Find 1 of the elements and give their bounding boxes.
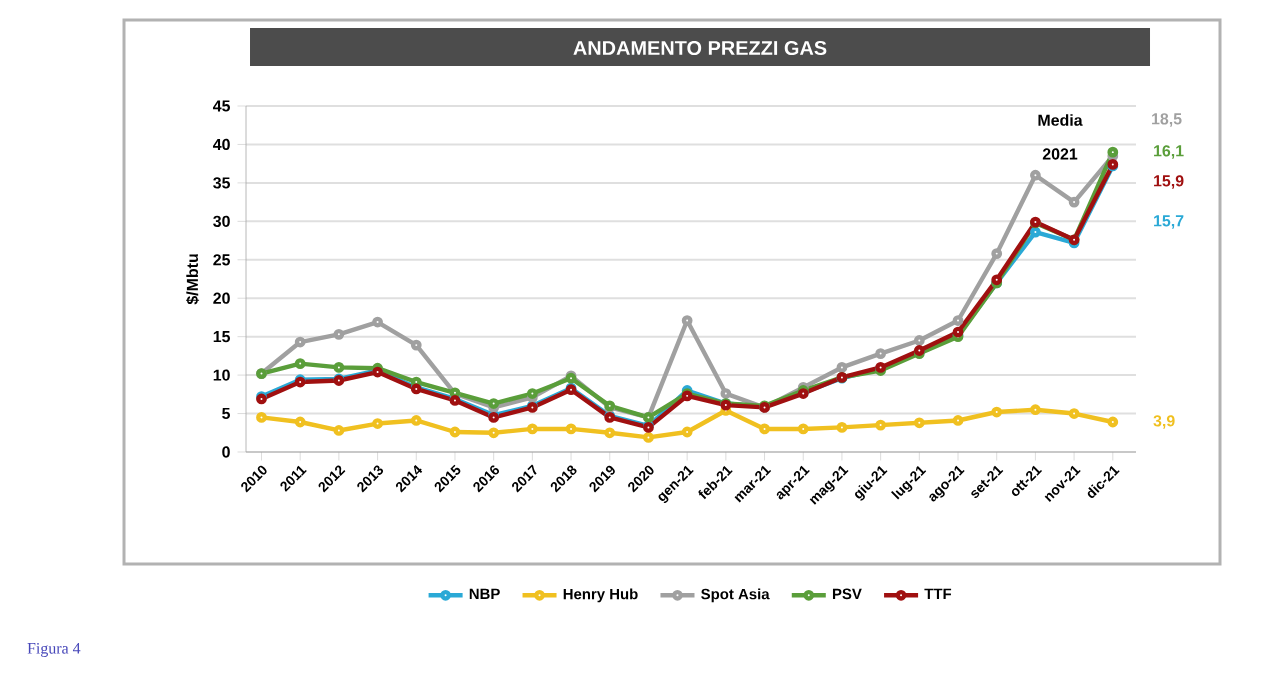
chart-title: ANDAMENTO PREZZI GAS (573, 40, 827, 56)
